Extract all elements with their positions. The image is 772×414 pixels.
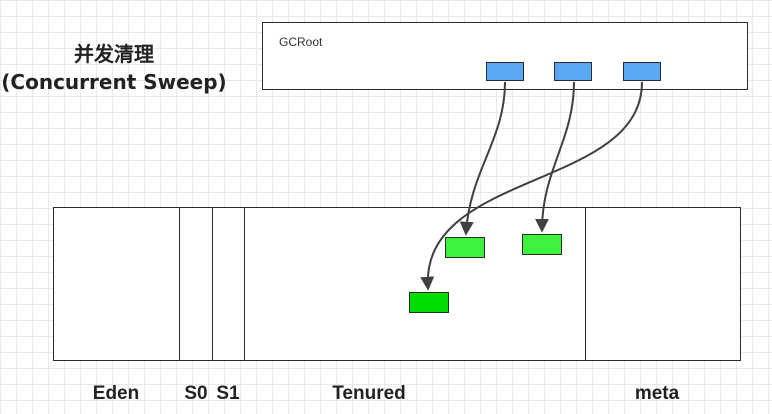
tenured-object-2: [522, 234, 562, 255]
tenured-object-1: [445, 237, 485, 258]
region-label-tenured: Tenured: [332, 383, 406, 404]
gcroot-reference-2: [554, 62, 592, 81]
title-line-chinese: 并发清理: [74, 42, 154, 66]
divider-eden-s0: [179, 208, 180, 360]
region-label-s1: S1: [216, 383, 240, 404]
heap-memory: [53, 207, 741, 361]
diagram-title: 并发清理 (Concurrent Sweep): [0, 40, 228, 96]
divider-s0-s1: [212, 208, 213, 360]
gcroot-reference-1: [486, 62, 524, 81]
divider-s1-tenured: [244, 208, 245, 360]
region-label-s0: S0: [184, 383, 208, 404]
region-label-meta: meta: [634, 383, 680, 404]
divider-tenured-meta: [585, 208, 586, 360]
tenured-object-3: [409, 292, 449, 313]
gcroot-label: GCRoot: [279, 35, 323, 49]
gcroot-reference-3: [623, 62, 661, 81]
title-line-english: (Concurrent Sweep): [1, 70, 227, 94]
region-label-eden: Eden: [92, 383, 140, 404]
